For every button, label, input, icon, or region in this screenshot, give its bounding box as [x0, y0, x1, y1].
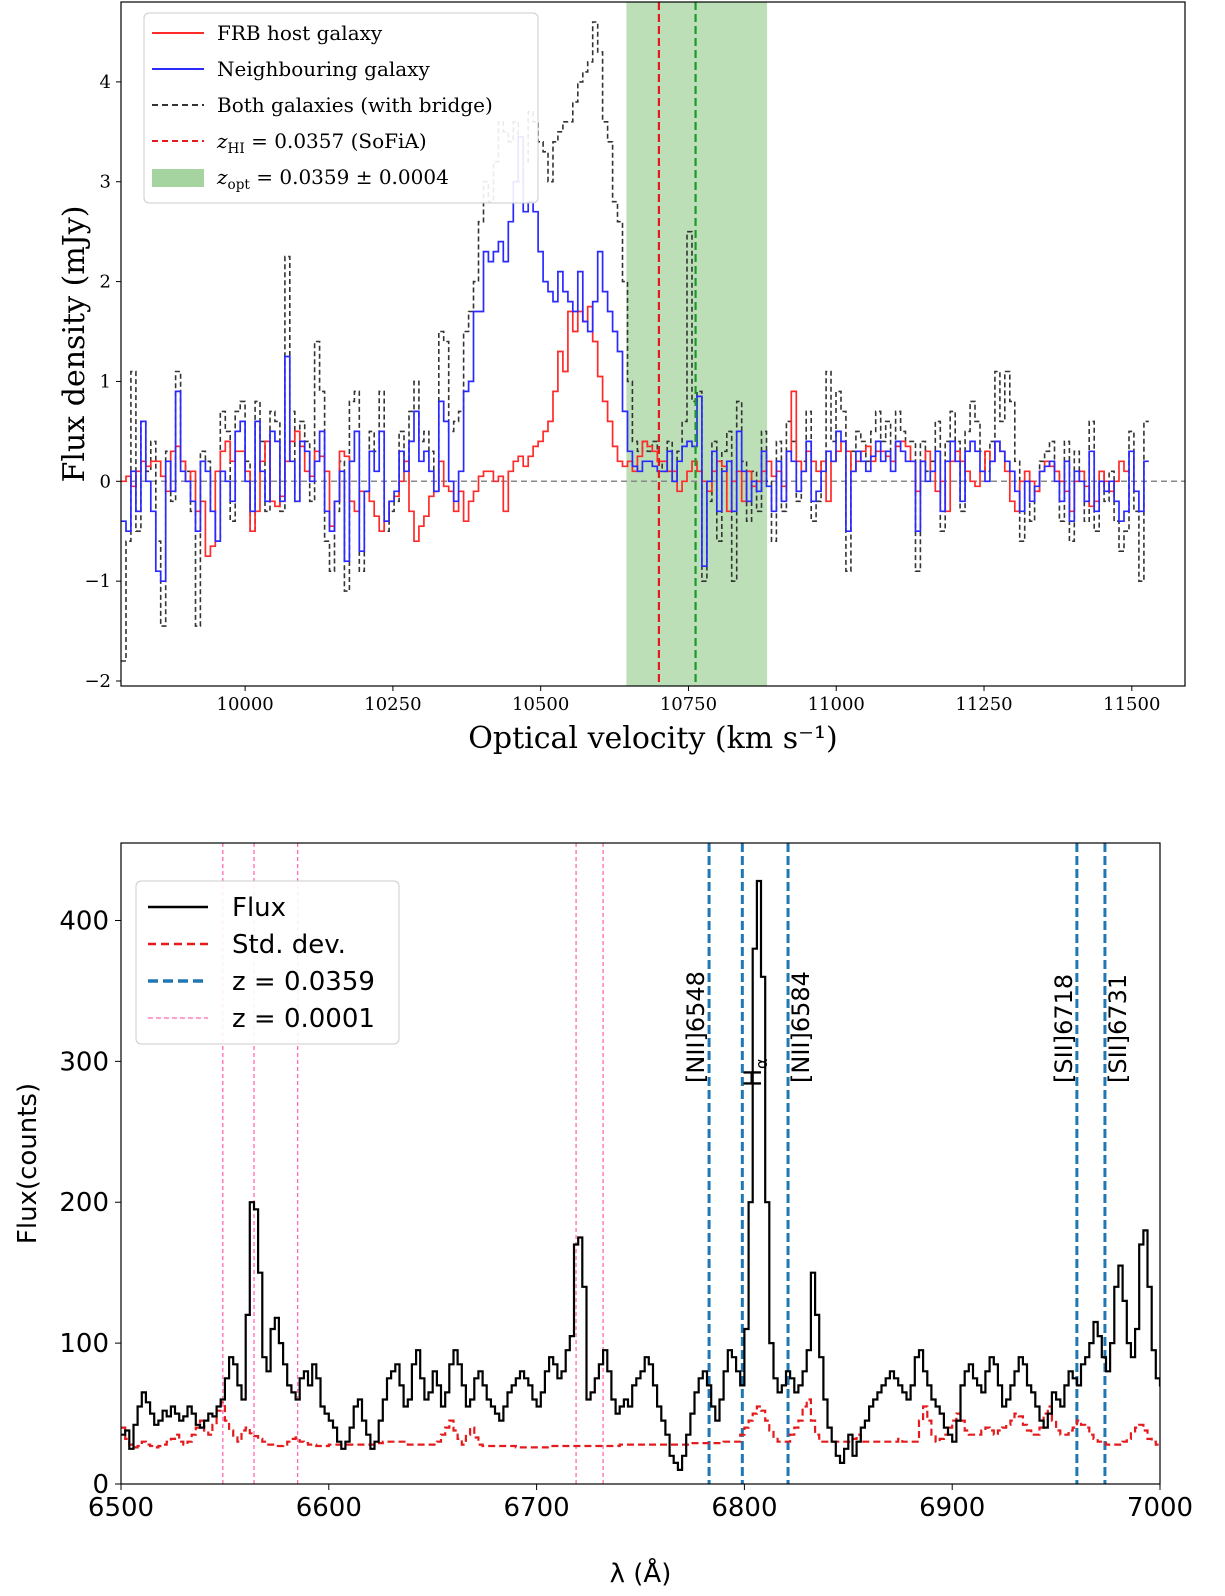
x-tick-label: 7000 — [1127, 1493, 1193, 1523]
legend: Flux Std. dev. z = 0.0359 z = 0.0001 — [135, 880, 400, 1045]
x-tick-label: 6700 — [504, 1493, 570, 1523]
zopt-band — [626, 2, 768, 686]
axes-frame — [120, 1, 1186, 687]
y-axis-label: Flux density (mJy) — [57, 206, 92, 483]
legend-label: z = 0.0001 — [232, 1004, 375, 1034]
y-tick-label: 100 — [59, 1329, 109, 1359]
y-tick-label: 400 — [59, 906, 109, 936]
x-tick-label: 6900 — [919, 1493, 985, 1523]
series-line-frb-host — [121, 305, 1129, 558]
x-tick-label: 10500 — [512, 694, 569, 715]
y-tick-label: 0 — [92, 1470, 109, 1500]
y-tick-label: 0 — [100, 471, 111, 492]
emission-line-label: [NII]6548 — [682, 971, 710, 1083]
y-tick-label: 4 — [100, 72, 111, 93]
x-axis-label: Optical velocity (km s⁻¹) — [468, 721, 837, 756]
legend-label: Std. dev. — [232, 930, 346, 960]
legend-label: zopt = 0.0359 ± 0.0004 — [216, 165, 449, 193]
y-tick-label: 3 — [100, 172, 111, 193]
x-tick-label: 11000 — [808, 694, 865, 715]
std-dev-line — [121, 1398, 1160, 1449]
y-tick-label: 1 — [100, 371, 111, 392]
emission-line-label: [SII]6718 — [1050, 974, 1078, 1083]
x-axis-label: λ (Å) — [610, 1557, 672, 1589]
series-line-both — [121, 21, 1149, 662]
velocity-spectrum-chart: 10000 10250 10500 10750 11000 11250 11500 −2 −1 0… — [57, 1, 1186, 756]
y-tick-label: 300 — [59, 1047, 109, 1077]
legend-label: Neighbouring galaxy — [217, 57, 430, 81]
x-tick-label: 6800 — [711, 1493, 777, 1523]
x-tick-label: 10000 — [217, 694, 274, 715]
y-axis-label: Flux(counts) — [13, 1083, 43, 1244]
legend-box — [135, 880, 400, 1045]
legend-label: zHI = 0.0357 (SoFiA) — [216, 129, 427, 157]
legend-label: Flux — [232, 893, 286, 923]
emission-line-label: [NII]6584 — [787, 971, 815, 1083]
legend-label: Both galaxies (with bridge) — [217, 93, 493, 117]
series-line-neighbour — [121, 135, 1149, 583]
x-tick-label: 10750 — [660, 694, 717, 715]
legend-box — [143, 12, 539, 204]
y-tick-label: 2 — [100, 272, 111, 293]
x-tick-label: 11250 — [955, 694, 1012, 715]
x-tick-label: 6500 — [88, 1493, 154, 1523]
x-tick-label: 10250 — [364, 694, 421, 715]
flux-line — [121, 879, 1160, 1471]
legend-label: z = 0.0359 — [232, 967, 375, 997]
y-tick-label: 200 — [59, 1188, 109, 1218]
legend-label: FRB host galaxy — [217, 21, 383, 45]
legend: FRB host galaxy Neighbouring galaxy Both g… — [143, 12, 539, 204]
optical-spectrum-chart: [NII]6548 [NII]6584 [SII]6718 [SII]6731 Hα 65… — [13, 842, 1193, 1589]
y-tick-label: −2 — [84, 671, 111, 692]
halpha-label: Hα — [739, 1058, 771, 1087]
x-tick-label: 6600 — [296, 1493, 362, 1523]
legend-swatch — [152, 169, 204, 187]
y-tick-label: −1 — [84, 571, 111, 592]
emission-line-label: [SII]6731 — [1104, 974, 1132, 1083]
axes-frame — [120, 842, 1161, 1485]
x-tick-label: 11500 — [1103, 694, 1160, 715]
